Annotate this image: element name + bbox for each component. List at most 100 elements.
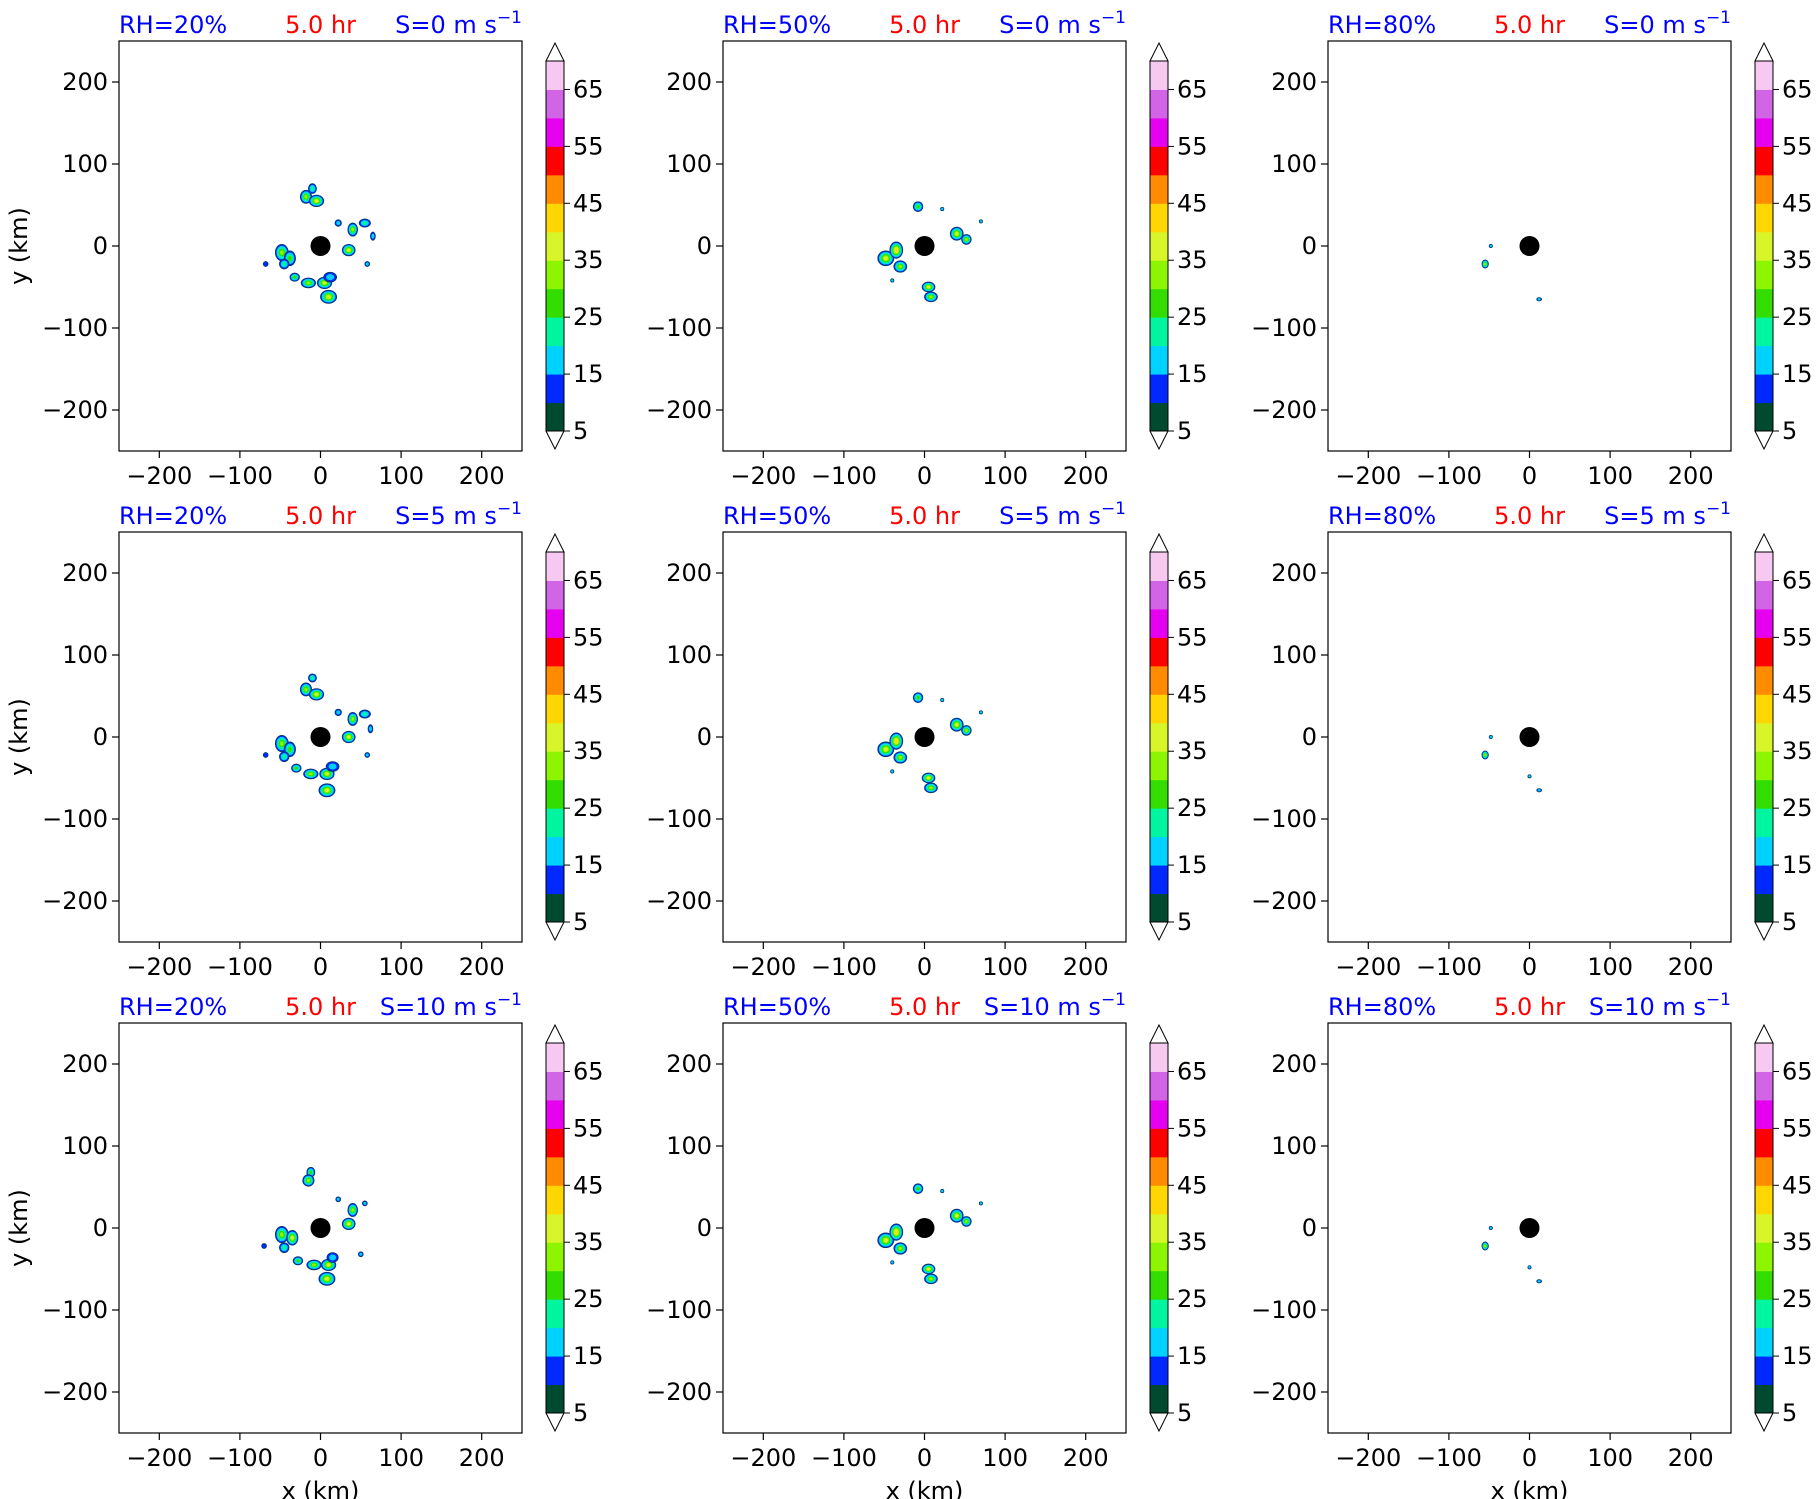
colorbar-segment <box>1755 374 1773 404</box>
colorbar-segment <box>1755 231 1773 261</box>
contour-cell <box>304 194 308 199</box>
colorbar-segment <box>546 402 564 432</box>
title-center: 5.0 hr <box>1494 993 1565 1021</box>
colorbar-tick-label: 25 <box>1177 794 1208 822</box>
y-tick-label: 0 <box>697 1214 712 1242</box>
contour-cell <box>368 726 372 732</box>
colorbar-tick-label: 5 <box>1782 1399 1797 1427</box>
colorbar-segment <box>546 893 564 923</box>
contour-cell <box>347 248 351 252</box>
colorbar-segment <box>1150 722 1168 752</box>
colorbar-segment <box>1150 694 1168 724</box>
colorbar-tick-label: 25 <box>573 303 604 331</box>
colorbar-segment <box>1755 608 1773 638</box>
y-tick-label: −200 <box>42 1378 108 1406</box>
contour-cell <box>916 204 920 209</box>
colorbar-frame <box>1149 60 1169 432</box>
colorbar-segment <box>1150 174 1168 204</box>
colorbar-segment <box>546 1099 564 1129</box>
contour-cell <box>1528 775 1531 778</box>
y-tick-label: −200 <box>1251 1378 1317 1406</box>
colorbar-segment <box>1755 1213 1773 1243</box>
x-tick-label: 200 <box>1063 1444 1109 1472</box>
colorbar-tick-label: 15 <box>573 1342 604 1370</box>
y-tick-label: −100 <box>646 805 712 833</box>
colorbar-segment <box>1150 61 1168 90</box>
panel-2-0: −200 −100 0 100 200 −200 −100 0 100 200 RH=20% 5.0 … <box>5 990 604 1499</box>
title-center: 5.0 hr <box>285 502 356 530</box>
colorbar-tick-label: 45 <box>1782 189 1813 217</box>
y-axis-label: y (km) <box>5 1189 33 1267</box>
contour-cell <box>1489 735 1493 739</box>
contour-cell <box>322 281 327 285</box>
y-axis-label: y (km) <box>5 698 33 776</box>
y-tick-label: −200 <box>646 1378 712 1406</box>
panel-2-1: −200 −100 0 100 200 −200 −100 0 100 200 RH=50% 5.0 … <box>646 990 1207 1499</box>
contour-cell <box>325 772 329 776</box>
contour-cell <box>308 772 313 776</box>
x-tick-label: 200 <box>1063 953 1109 981</box>
colorbar-segment <box>1755 893 1773 923</box>
title-center: 5.0 hr <box>889 11 960 39</box>
title-left: RH=20% <box>119 502 227 530</box>
colorbar-segment <box>546 751 564 781</box>
colorbar-segment <box>546 1356 564 1386</box>
colorbar-segment <box>546 1213 564 1243</box>
colorbar-tick-label: 25 <box>1782 1285 1813 1313</box>
x-tick-label: −200 <box>126 462 192 490</box>
contour-cell <box>262 752 269 758</box>
x-tick-label: 200 <box>1668 953 1714 981</box>
colorbar-tick-label: 5 <box>1782 417 1797 445</box>
colorbar-segment <box>546 89 564 119</box>
panel-0-2: −200 −100 0 100 200 −200 −100 0 100 200 RH=80% 5.0 … <box>1251 8 1812 490</box>
colorbar-tick-label: 35 <box>573 1228 604 1256</box>
colorbar-segment <box>1150 1270 1168 1300</box>
y-tick-label: −100 <box>42 805 108 833</box>
x-tick-label: −200 <box>1335 462 1401 490</box>
x-tick-label: 0 <box>917 462 932 490</box>
contour-cell <box>363 1201 367 1205</box>
colorbar-extend-max <box>545 532 565 553</box>
colorbar-segment <box>546 231 564 261</box>
colorbar-segment <box>1150 231 1168 261</box>
colorbar-segment <box>1755 1128 1773 1158</box>
colorbar-segment <box>1150 893 1168 923</box>
y-tick-label: 100 <box>62 1132 108 1160</box>
contour-cell <box>306 281 311 285</box>
colorbar-segment <box>1755 552 1773 581</box>
colorbar-segment <box>1150 1185 1168 1215</box>
contour-cell <box>261 1243 267 1249</box>
x-tick-label: −200 <box>730 462 796 490</box>
title-center: 5.0 hr <box>889 993 960 1021</box>
colorbar-tick-label: 45 <box>1177 1171 1208 1199</box>
colorbar-segment <box>1150 345 1168 375</box>
contour-cell <box>279 250 284 255</box>
y-tick-label: 200 <box>62 68 108 96</box>
colorbar-extend-min <box>1149 1412 1169 1433</box>
colorbar-segment <box>1150 865 1168 895</box>
colorbar-segment <box>1755 779 1773 809</box>
colorbar-tick-label: 5 <box>1177 417 1192 445</box>
y-tick-label: 200 <box>62 1050 108 1078</box>
center-marker <box>914 1218 935 1238</box>
contour-cell <box>883 256 888 261</box>
colorbar-tick-label: 25 <box>573 794 604 822</box>
colorbar-segment <box>1755 1099 1773 1129</box>
contour-cell <box>941 698 944 702</box>
y-tick-label: 200 <box>62 559 108 587</box>
contour-cell <box>1489 244 1493 248</box>
contour-cells <box>1481 243 1542 302</box>
colorbar-segment <box>546 1299 564 1329</box>
colorbar-segment <box>546 637 564 667</box>
contour-cell <box>336 1197 340 1201</box>
colorbar-segment <box>1755 1071 1773 1101</box>
colorbar-tick-label: 35 <box>573 246 604 274</box>
colorbar-segment <box>1755 1043 1773 1072</box>
contour-cells <box>877 1183 983 1285</box>
contour-cell <box>279 741 284 746</box>
colorbar-segment <box>1755 260 1773 290</box>
x-tick-label: 100 <box>378 1444 424 1472</box>
colorbar-segment <box>546 61 564 90</box>
colorbar-tick-label: 35 <box>1177 737 1208 765</box>
x-tick-label: 100 <box>1587 462 1633 490</box>
